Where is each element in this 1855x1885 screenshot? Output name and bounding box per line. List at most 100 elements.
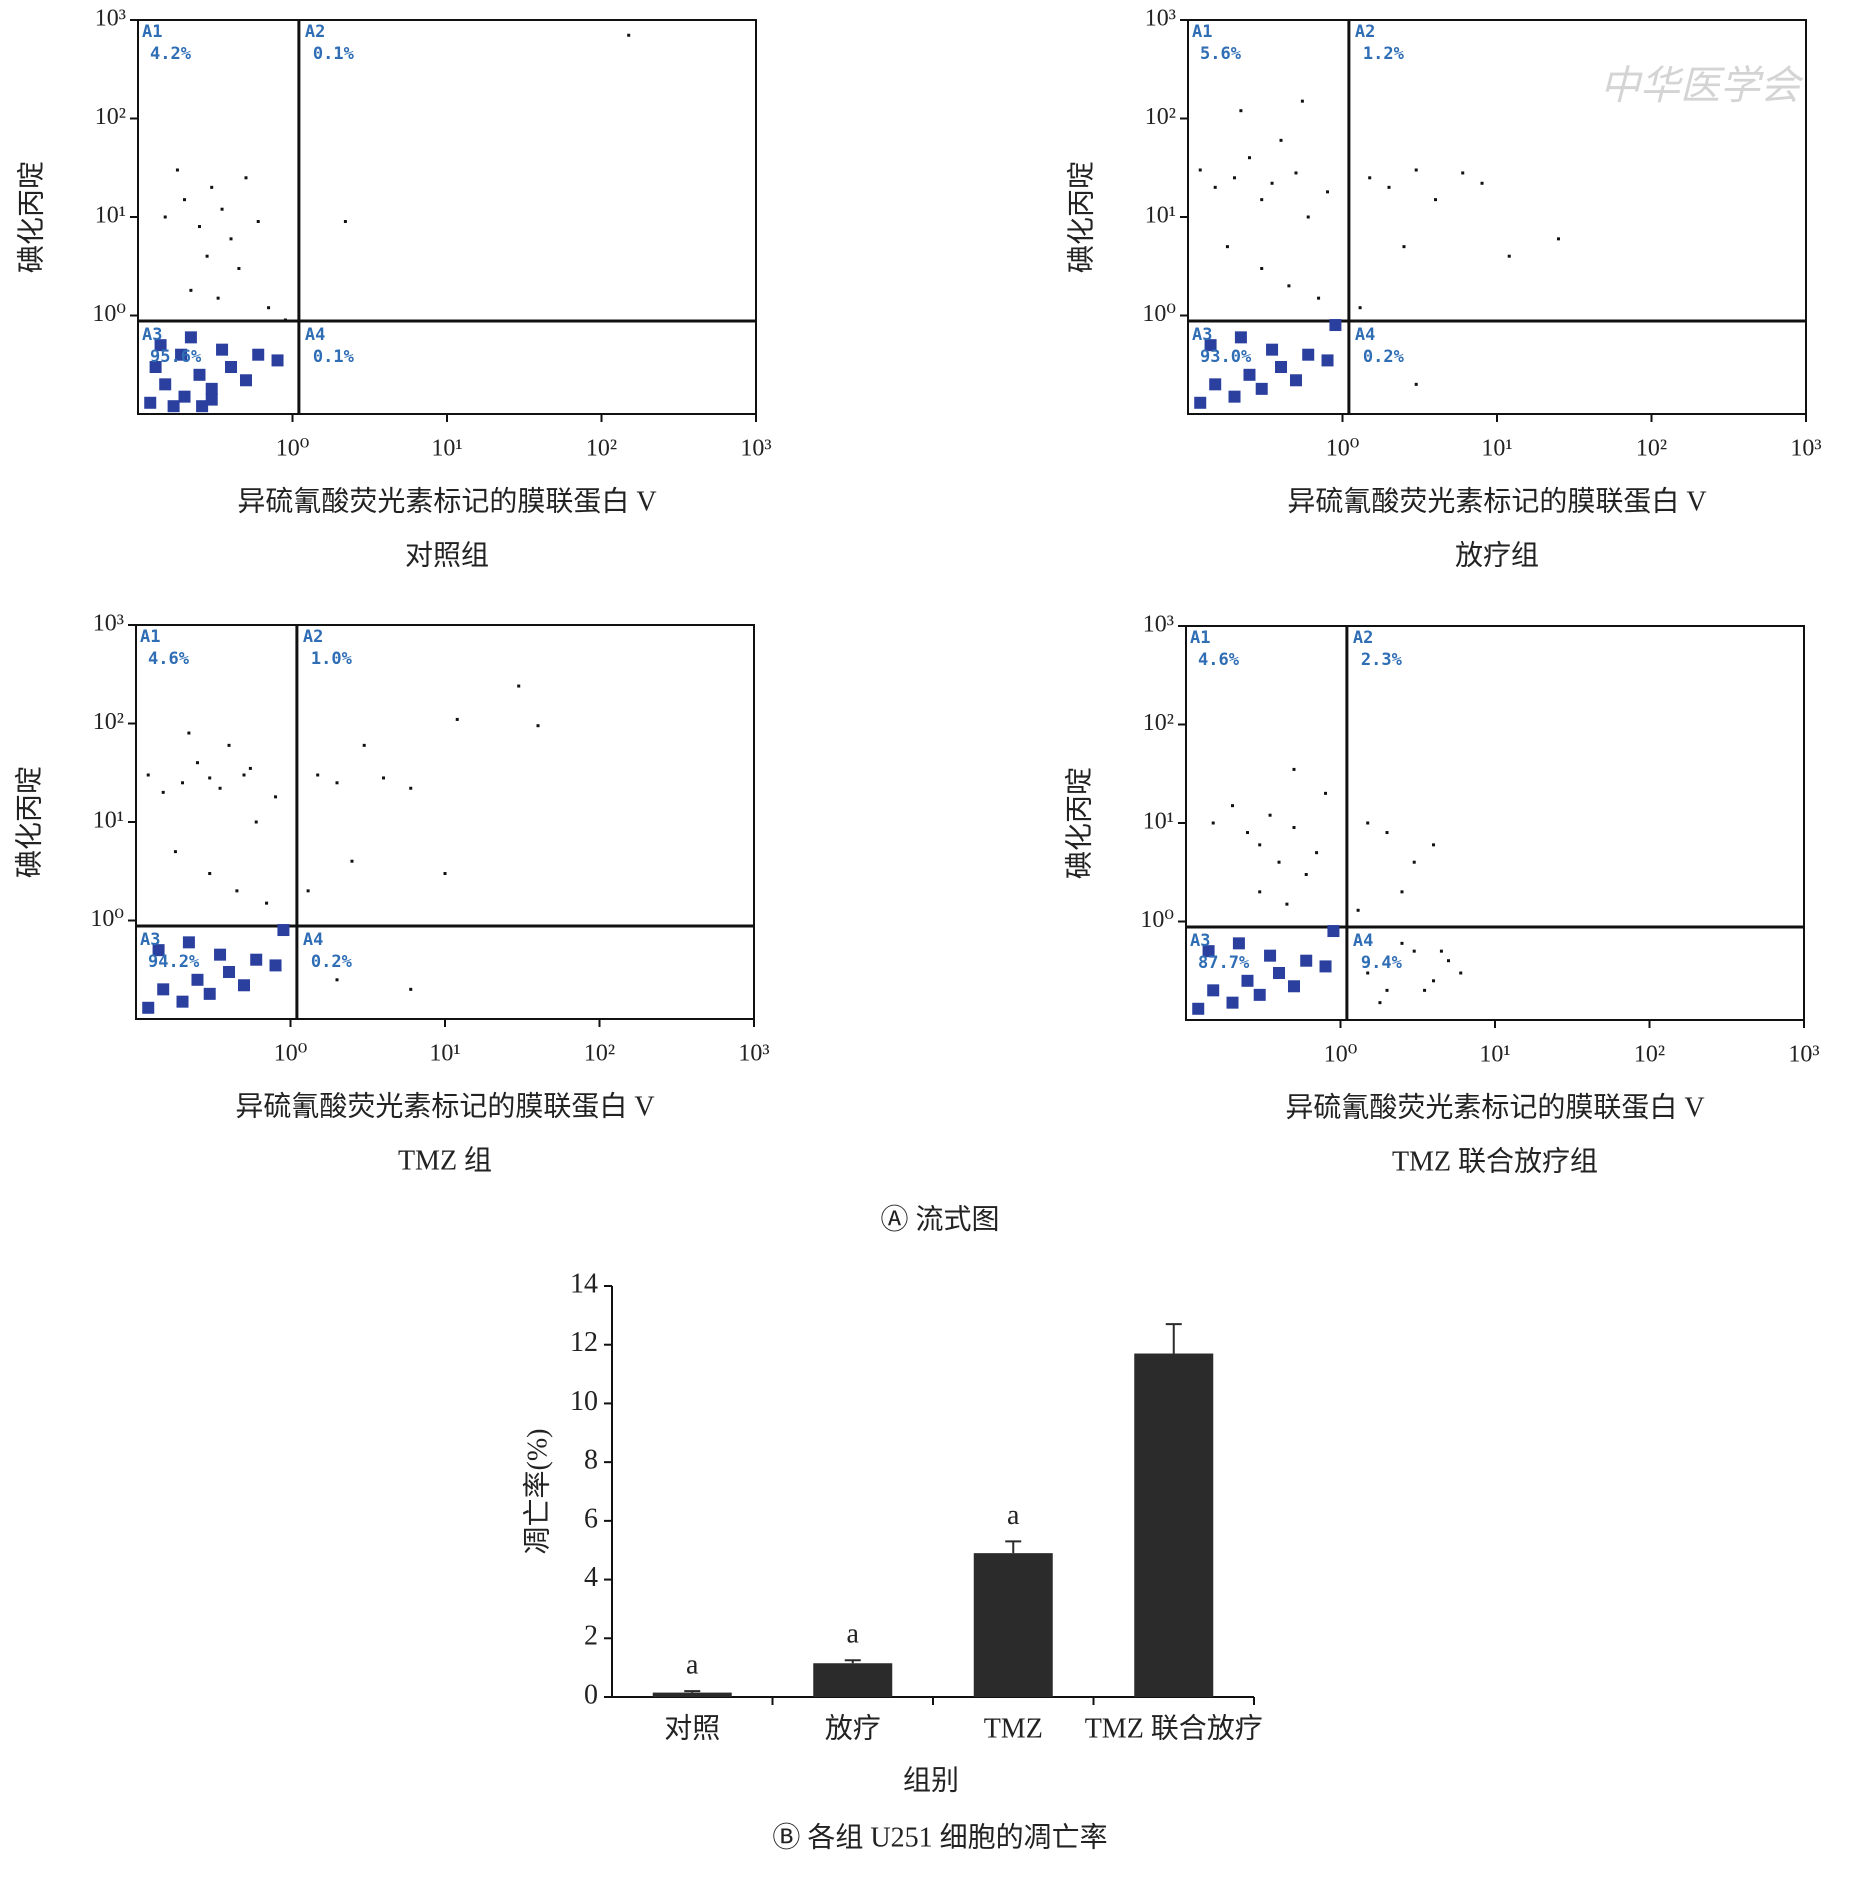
x-tick-label: TMZ: [984, 1713, 1043, 1744]
event-point: [242, 773, 246, 777]
caption: 对照组: [405, 539, 489, 571]
event-point: [283, 318, 287, 322]
event-point: [1266, 343, 1279, 356]
event-point: [1264, 949, 1277, 962]
event-point: [239, 374, 252, 387]
y-tick-label: 10¹: [93, 808, 124, 834]
event-point: [146, 773, 150, 777]
significance-label: a: [686, 1650, 699, 1681]
event-point: [1241, 974, 1254, 987]
event-point: [1387, 185, 1391, 189]
event-point: [1461, 171, 1465, 175]
y-tick-label: 10⁰: [1142, 301, 1176, 327]
figure-caption: Ⓑ 各组 U251 细胞的凋亡率: [772, 1821, 1107, 1853]
event-point: [1439, 949, 1443, 953]
event-point: [1400, 890, 1404, 894]
bar: [1134, 1353, 1214, 1697]
x-tick-label: 10²: [586, 436, 617, 462]
quadrant-name: A2: [1353, 628, 1373, 648]
significance-label: a: [1007, 1500, 1020, 1531]
quadrant-percent: 9.4%: [1361, 953, 1403, 973]
event-point: [1270, 181, 1274, 185]
event-point: [161, 790, 165, 794]
event-point: [157, 983, 170, 996]
event-point: [142, 1001, 155, 1014]
error-bar: [844, 1659, 861, 1664]
event-point: [455, 717, 459, 721]
event-point: [1273, 967, 1286, 980]
error-bar: [1165, 1323, 1182, 1354]
event-point: [144, 396, 157, 409]
event-point: [1556, 237, 1560, 241]
y-axis-label: 碘化丙啶: [13, 766, 45, 878]
event-point: [1434, 198, 1438, 202]
event-point: [182, 936, 195, 949]
quadrant-name: A4: [305, 325, 325, 345]
event-point: [265, 901, 269, 905]
event-point: [274, 795, 278, 799]
event-point: [173, 850, 177, 854]
event-point: [1294, 171, 1298, 175]
event-point: [183, 198, 187, 202]
event-point: [175, 168, 179, 172]
event-point: [205, 254, 209, 258]
y-tick-label: 10¹: [95, 203, 126, 229]
event-point: [216, 343, 229, 356]
event-point: [1194, 396, 1207, 409]
event-point: [1300, 99, 1304, 103]
event-point: [1233, 176, 1237, 180]
event-point: [227, 743, 231, 747]
quadrant-name: A3: [1190, 931, 1210, 951]
event-point: [1234, 331, 1247, 344]
event-point: [1480, 181, 1484, 185]
event-point: [208, 872, 212, 876]
event-point: [277, 924, 290, 937]
x-tick-label: 10²: [1634, 1042, 1665, 1068]
quadrant-name: A2: [305, 22, 325, 42]
event-point: [1366, 821, 1370, 825]
x-tick-label: TMZ 联合放疗: [1085, 1712, 1263, 1744]
quadrant-percent: 1.2%: [1363, 44, 1405, 64]
x-tick-label: 10³: [740, 436, 771, 462]
quadrant-percent: 93.0%: [1200, 347, 1252, 367]
event-point: [235, 889, 239, 893]
event-point: [1423, 988, 1427, 992]
y-tick-label: 10²: [93, 709, 124, 735]
event-point: [1207, 984, 1220, 997]
watermark: 中华医学会: [1600, 63, 1804, 108]
event-point: [244, 176, 248, 180]
event-point: [271, 354, 284, 367]
event-point: [1315, 851, 1319, 855]
event-point: [316, 773, 320, 777]
quadrant-name: A1: [140, 627, 160, 647]
event-point: [1302, 348, 1315, 361]
event-point: [1285, 902, 1289, 906]
event-point: [1317, 296, 1321, 300]
event-point: [1306, 215, 1310, 219]
x-axis-label: 组别: [903, 1764, 959, 1796]
event-point: [1385, 988, 1389, 992]
y-tick-label: 10³: [95, 6, 126, 32]
event-point: [189, 288, 193, 292]
event-point: [208, 776, 212, 780]
event-point: [252, 348, 265, 361]
event-point: [1414, 382, 1418, 386]
event-point: [269, 959, 282, 972]
quadrant-percent: 94.2%: [148, 952, 200, 972]
event-point: [152, 944, 165, 957]
event-point: [1232, 937, 1245, 950]
y-tick-label: 2: [584, 1621, 598, 1652]
event-point: [237, 979, 250, 992]
event-point: [1204, 339, 1217, 352]
event-point: [1275, 361, 1288, 374]
event-point: [1459, 971, 1463, 975]
event-point: [1243, 368, 1256, 381]
plot-frame: [1185, 625, 1805, 1021]
event-point: [149, 361, 162, 374]
event-point: [216, 296, 220, 300]
event-point: [1277, 860, 1281, 864]
caption: TMZ 组: [398, 1144, 492, 1176]
event-point: [220, 207, 224, 211]
x-axis-label: 异硫氰酸荧光素标记的膜联蛋白 V: [237, 485, 656, 517]
x-tick-label: 10¹: [1481, 436, 1512, 462]
